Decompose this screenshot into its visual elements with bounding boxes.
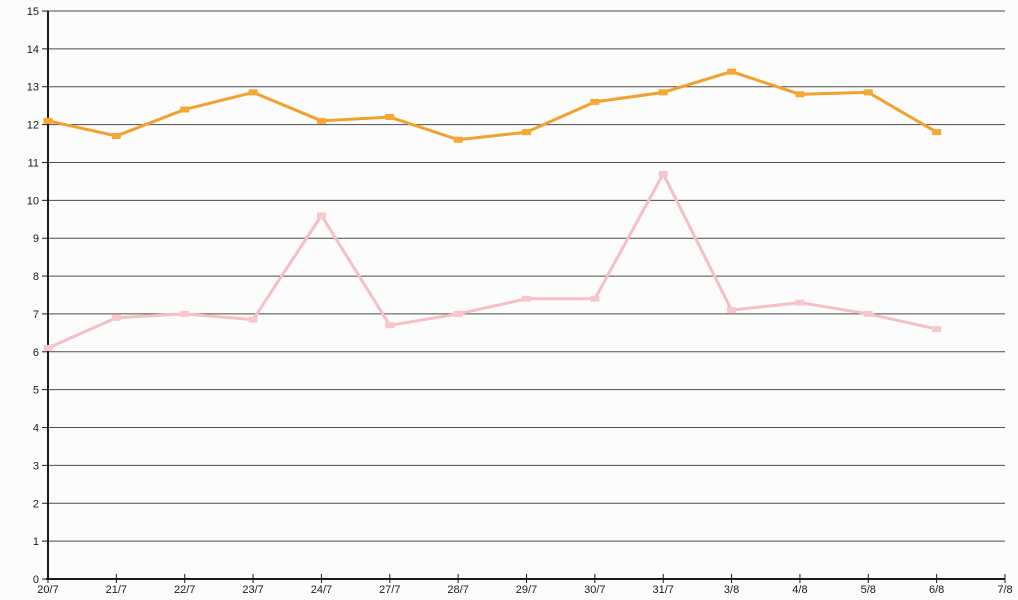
- y-tick-label: 7: [33, 309, 39, 321]
- x-tick-label: 27/7: [379, 584, 400, 596]
- y-tick-label: 8: [33, 271, 39, 283]
- series-pink-marker: [385, 322, 395, 329]
- y-tick-label: 15: [27, 6, 39, 18]
- series-orange-marker: [180, 106, 190, 113]
- series-pink-marker: [932, 326, 942, 333]
- y-tick-label: 3: [33, 460, 39, 472]
- series-orange-marker: [385, 114, 395, 121]
- series-orange-marker: [522, 129, 531, 136]
- y-tick-label: 5: [33, 385, 39, 397]
- y-tick-label: 13: [27, 82, 39, 94]
- series-orange-marker: [727, 68, 737, 75]
- series-pink-line: [46, 172, 939, 350]
- x-tick-label: 6/8: [929, 584, 944, 596]
- y-tick-label: 9: [33, 233, 39, 245]
- x-tick-label: 4/8: [792, 584, 807, 596]
- series-orange-marker: [248, 89, 258, 96]
- series-orange-marker: [795, 91, 805, 98]
- series-pink-marker: [453, 310, 463, 317]
- series-orange-marker: [590, 98, 600, 105]
- y-tick-label: 0: [33, 574, 39, 586]
- series-pink-marker: [522, 295, 531, 302]
- x-tick-label: 7/8: [997, 584, 1012, 596]
- x-tick-label: 21/7: [106, 584, 127, 596]
- y-tick-label: 6: [33, 347, 39, 359]
- x-tick-label: 22/7: [174, 584, 195, 596]
- series-pink-marker: [111, 314, 121, 321]
- series-orange-marker: [658, 89, 668, 96]
- series-pink-marker: [43, 345, 53, 352]
- series-orange-marker: [932, 129, 942, 136]
- x-tick-label: 3/8: [724, 584, 739, 596]
- series-pink-marker: [863, 310, 873, 317]
- series-orange-marker: [111, 132, 121, 139]
- series-pink-marker: [180, 310, 190, 317]
- series-pink-marker: [727, 307, 737, 314]
- x-tick-label: 23/7: [242, 584, 263, 596]
- x-tick-label: 24/7: [311, 584, 332, 596]
- x-tick-label: 29/7: [516, 584, 537, 596]
- y-tick-label: 4: [33, 423, 39, 435]
- series-orange-marker: [43, 117, 53, 124]
- series-orange-line: [46, 70, 939, 142]
- series-orange-marker: [453, 136, 463, 143]
- y-tick-label: 2: [33, 498, 39, 510]
- series-pink-marker: [795, 299, 805, 306]
- y-tick-label: 1: [33, 536, 39, 548]
- series-orange-marker: [863, 89, 873, 96]
- series-pink-marker: [590, 295, 600, 302]
- series-pink-marker: [248, 316, 258, 323]
- x-tick-label: 28/7: [447, 584, 468, 596]
- series-orange-marker: [316, 117, 326, 124]
- y-tick-label: 12: [27, 120, 39, 132]
- x-tick-label: 31/7: [653, 584, 674, 596]
- series-pink-marker: [316, 212, 326, 219]
- series-pink-marker: [658, 170, 668, 177]
- y-tick-label: 14: [27, 44, 39, 56]
- y-tick-label: 10: [27, 195, 39, 207]
- x-tick-label: 20/7: [37, 584, 58, 596]
- x-tick-label: 5/8: [861, 584, 876, 596]
- y-tick-label: 11: [28, 157, 39, 169]
- x-tick-label: 30/7: [584, 584, 605, 596]
